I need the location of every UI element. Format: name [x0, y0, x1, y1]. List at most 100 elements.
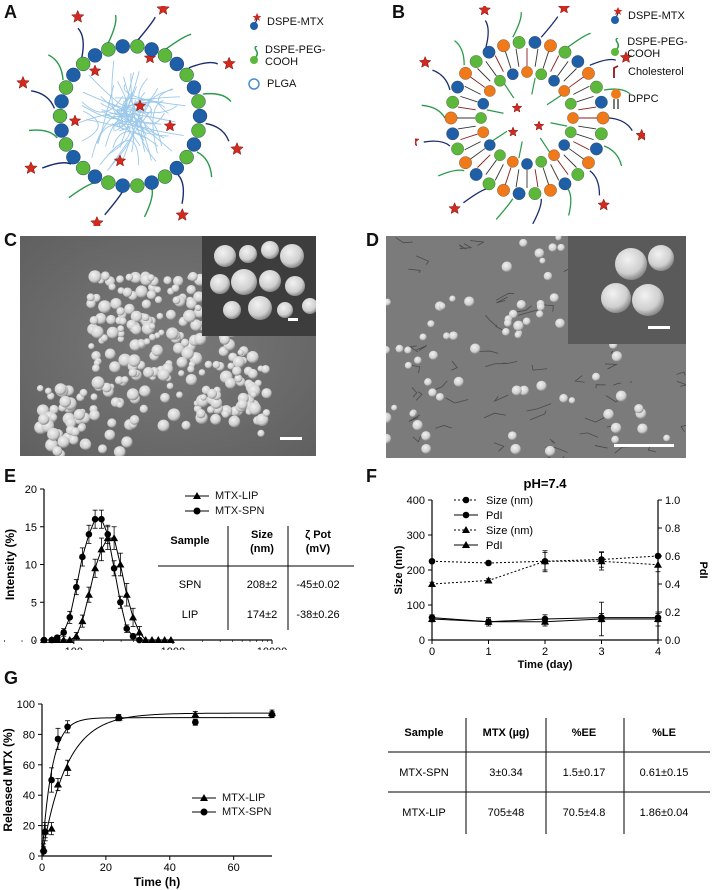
nanoparticle: [88, 270, 102, 284]
data-point: [91, 515, 99, 523]
nanoparticle: [237, 349, 244, 356]
lipid-head-bead: [558, 177, 572, 191]
x-tick-label: 60: [228, 862, 240, 874]
nanoparticle: [100, 334, 108, 342]
data-point: [541, 617, 549, 625]
nanoparticle: [116, 275, 124, 284]
nanoparticle: [116, 307, 125, 316]
bilayer-tail: [477, 154, 491, 168]
nanoparticle: [154, 332, 161, 339]
bilayer-tail: [578, 106, 597, 111]
data-point: [485, 559, 492, 567]
plga-strand: [81, 95, 124, 113]
dspe-peg-bead: [52, 108, 68, 124]
nanoparticle: [36, 385, 44, 392]
data-point: [129, 632, 137, 640]
nanoparticle: [592, 372, 601, 381]
bilayer-tail: [494, 55, 504, 72]
nanoparticle: [261, 364, 270, 374]
lipid-head-bead: [446, 95, 460, 109]
dspe-peg-bead: [191, 94, 206, 109]
dspe-mtx-bead: [87, 48, 103, 63]
lipid-tail: [177, 174, 185, 204]
lipid-tail: [423, 140, 451, 147]
dspe-peg-bead: [157, 169, 173, 184]
nanoparticle: [204, 360, 213, 369]
bilayer-tail: [464, 141, 481, 151]
film-crack: [502, 360, 518, 364]
nanoparticle: [200, 394, 207, 401]
lipid-head-bead: [558, 85, 570, 97]
lipid-tail: [42, 162, 72, 169]
mtx-star-icon: [133, 99, 147, 112]
data-point: [484, 617, 493, 625]
panel-letter-a: A: [4, 2, 17, 22]
nanoparticle: [89, 316, 99, 325]
dspe-mtx-bead: [192, 108, 208, 124]
nanoparticle: [214, 245, 236, 267]
lipid-tail: [137, 16, 156, 41]
bilayer-tail: [460, 133, 478, 141]
nanoparticle: [212, 360, 221, 369]
lipid-head-bead: [494, 75, 506, 87]
mtx-star-icon: [507, 126, 519, 137]
lipid-head-bead: [484, 139, 496, 151]
nanoparticle: [231, 269, 257, 295]
panel-a-legend: DSPE-MTX DSPE-PEG-COOH PLGA: [247, 12, 347, 102]
bilayer-tail: [477, 68, 491, 82]
x-axis-label: Time (h): [134, 875, 180, 889]
nanoparticle: [185, 373, 198, 386]
legend-dppc: DPPC: [608, 88, 659, 110]
nanoparticle: [519, 385, 529, 396]
nanoparticle: [386, 346, 391, 355]
lipid-head-bead: [459, 66, 472, 80]
dspe-mtx-bead: [66, 149, 81, 165]
nanoparticle: [47, 427, 60, 441]
nanoparticle: [125, 273, 133, 281]
film-crack: [542, 304, 554, 312]
nanoparticle: [285, 276, 305, 296]
film-crack: [483, 412, 506, 419]
film-crack: [496, 296, 508, 304]
data-point: [123, 625, 131, 632]
table-header: %EE: [572, 727, 596, 739]
bilayer-tail: [542, 51, 550, 69]
nanoparticle: [186, 285, 196, 295]
plga-strand: [88, 74, 128, 107]
bilayer-tail: [504, 167, 512, 185]
y-tick-label: 20: [23, 821, 35, 833]
bilayer-tail: [542, 167, 550, 185]
table-header: ζ Pot: [305, 529, 331, 541]
x-axis-label: Time (day): [518, 659, 573, 671]
data-point: [597, 615, 606, 622]
lipid-head-bead: [482, 177, 496, 191]
table-cell: 0.61±0.15: [640, 767, 689, 779]
triangle-marker-icon: [185, 492, 209, 499]
bilayer-tail: [557, 61, 569, 77]
nanoparticle: [139, 385, 151, 397]
nanoparticle: [632, 284, 664, 316]
dspe-mtx-bead: [87, 169, 103, 184]
mtx-star-icon: [448, 202, 461, 215]
lipid-tail: [495, 198, 514, 220]
bilayer-tail: [578, 125, 597, 130]
lipid-tail: [492, 130, 508, 142]
nanoparticle: [77, 423, 86, 432]
y-axis-label: Size (nm): [393, 545, 405, 594]
nanoparticle: [181, 420, 191, 430]
nanoparticle: [135, 285, 148, 298]
cholesterol-icon: [613, 65, 619, 78]
nanoparticle: [119, 317, 127, 325]
bilayer-tail: [563, 154, 577, 168]
plga-strand: [130, 73, 157, 162]
film-crack: [451, 360, 458, 371]
lipid-head-bead: [596, 111, 610, 125]
nanoparticle: [464, 296, 475, 307]
nanoparticle: [131, 273, 142, 284]
data-point: [116, 560, 125, 568]
dspe-mtx-bead: [144, 175, 159, 190]
lipid-tail: [205, 122, 230, 142]
lipid-tail: [608, 117, 633, 132]
nanoparticle: [428, 388, 437, 397]
lipid-head-bead: [507, 155, 519, 168]
